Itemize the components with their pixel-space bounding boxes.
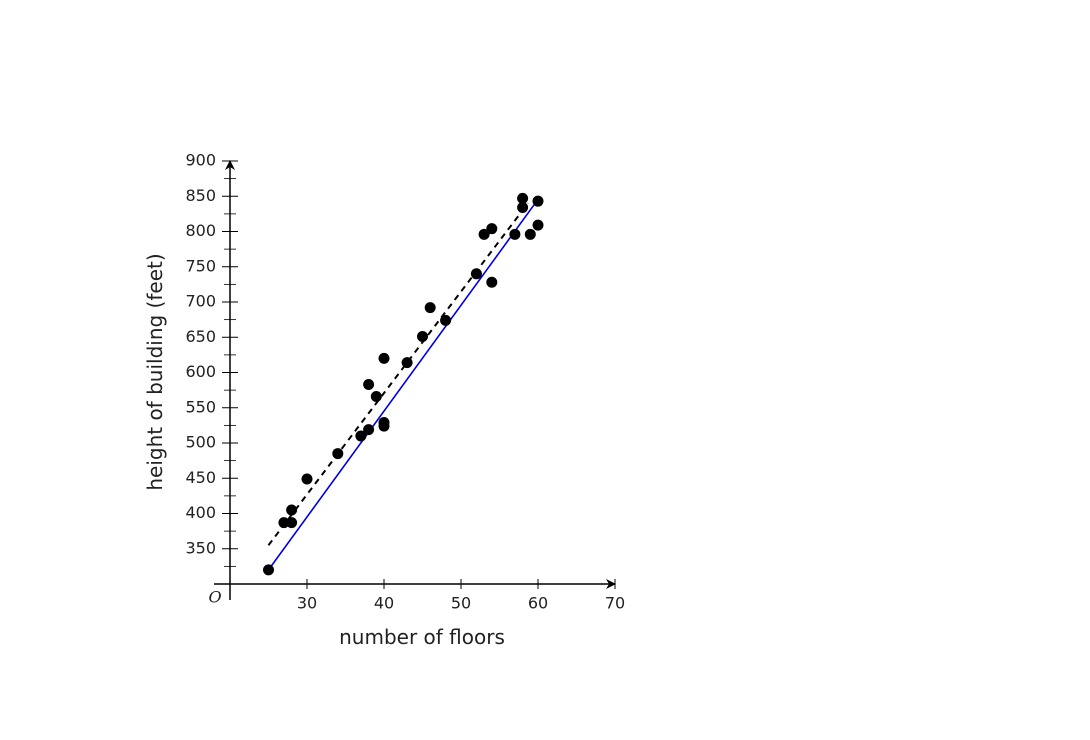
y-tick-label: 850 xyxy=(185,186,216,205)
y-tick-label: 700 xyxy=(185,292,216,311)
point xyxy=(509,228,521,240)
point xyxy=(263,564,274,576)
x-tick-label: 30 xyxy=(297,594,317,613)
point xyxy=(532,195,544,207)
point xyxy=(363,378,375,390)
x-tick-label: 70 xyxy=(605,594,625,613)
y-tick-label: 450 xyxy=(185,468,216,487)
point xyxy=(278,517,290,529)
point xyxy=(417,331,428,343)
point xyxy=(440,314,452,326)
point xyxy=(286,504,298,516)
point xyxy=(401,357,413,369)
point xyxy=(424,302,436,314)
y-tick-label: 900 xyxy=(185,151,216,170)
point xyxy=(301,473,313,485)
point xyxy=(470,268,482,280)
x-tick-label: 40 xyxy=(374,594,394,613)
origin-label: O xyxy=(208,588,221,607)
point xyxy=(524,228,536,240)
x-tick-label: 60 xyxy=(528,594,548,613)
point xyxy=(370,390,382,402)
point xyxy=(517,202,529,214)
y-tick-label: 350 xyxy=(185,538,216,557)
y-tick-label: 500 xyxy=(185,433,216,452)
point xyxy=(478,228,490,240)
point xyxy=(378,352,390,364)
point xyxy=(363,424,375,436)
point xyxy=(486,223,498,235)
point xyxy=(286,517,298,529)
y-tick-label: 550 xyxy=(185,397,216,416)
x-axis-label: number of floors xyxy=(339,625,505,649)
fit-line xyxy=(267,204,535,571)
x-tick-label: 50 xyxy=(451,594,471,613)
y-tick-label: 600 xyxy=(185,362,216,381)
point xyxy=(532,219,544,231)
point xyxy=(378,420,390,432)
y-axis-label: height of building (feet) xyxy=(143,253,167,490)
y-tick-label: 650 xyxy=(185,327,216,346)
point xyxy=(355,430,367,442)
dashed-line xyxy=(267,202,529,546)
point xyxy=(332,448,344,460)
y-tick-label: 800 xyxy=(185,221,216,240)
point xyxy=(486,276,498,288)
y-tick-label: 750 xyxy=(185,256,216,275)
point xyxy=(517,192,529,204)
y-tick-label: 400 xyxy=(185,503,216,522)
